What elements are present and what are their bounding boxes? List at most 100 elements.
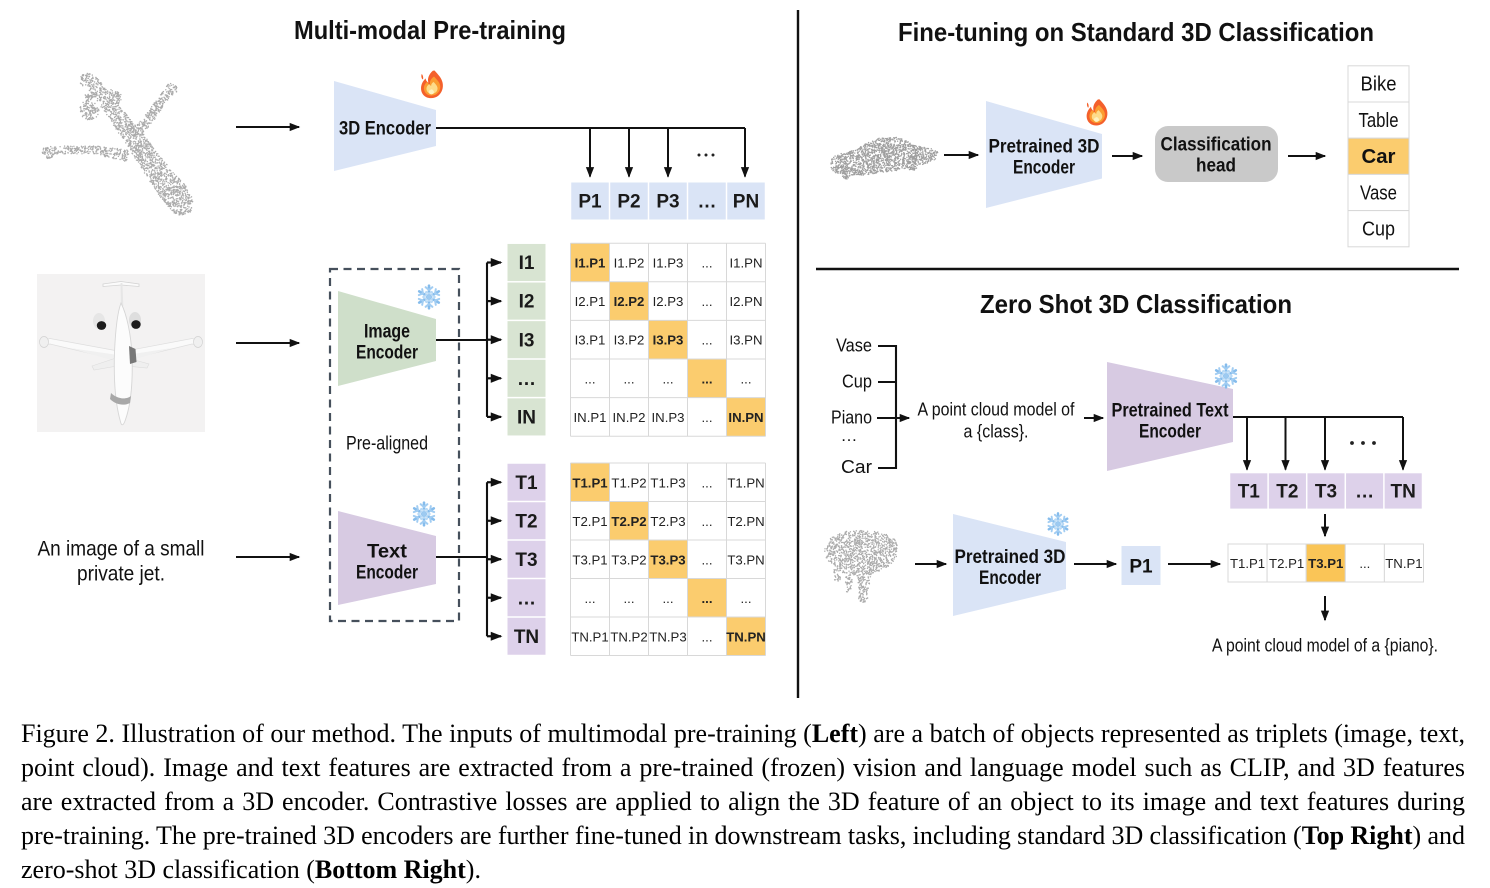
svg-text:I3: I3 (519, 330, 535, 351)
svg-text:...: ... (702, 410, 713, 425)
svg-text:Pretrained Text: Pretrained Text (1112, 400, 1229, 422)
svg-text:T3.PN: T3.PN (727, 552, 764, 567)
svg-text:T1.P1: T1.P1 (572, 475, 607, 490)
svg-text:...: ... (702, 371, 713, 386)
svg-text:...: ... (702, 256, 713, 271)
svg-text:TN.P1: TN.P1 (1385, 556, 1422, 571)
svg-text:...: ... (702, 514, 713, 529)
svg-text:T2.PN: T2.PN (727, 514, 764, 529)
svg-text:Multi-modal Pre-training: Multi-modal Pre-training (294, 15, 566, 45)
svg-text:TN: TN (514, 627, 539, 648)
svg-text:I2.P1: I2.P1 (575, 294, 606, 309)
svg-text:I2.P2: I2.P2 (614, 294, 645, 309)
svg-text:T3.P1: T3.P1 (1308, 556, 1343, 571)
svg-text:I3.P1: I3.P1 (575, 333, 606, 348)
svg-text:TN.PN: TN.PN (726, 629, 766, 644)
svg-text:I3.P2: I3.P2 (614, 333, 645, 348)
svg-text:...: ... (741, 371, 752, 386)
svg-text:Vase: Vase (836, 335, 872, 356)
svg-text:...: ... (1359, 556, 1370, 571)
svg-text:Cup: Cup (1362, 219, 1395, 241)
svg-text:…: … (517, 588, 536, 609)
svg-text:P1: P1 (1129, 557, 1153, 578)
svg-text:Fine-tuning on Standard 3D Cla: Fine-tuning on Standard 3D Classificatio… (898, 17, 1374, 47)
svg-text:head: head (1196, 155, 1236, 177)
svg-text:IN: IN (517, 408, 536, 429)
svg-text:...: ... (741, 591, 752, 606)
svg-text:Pretrained 3D: Pretrained 3D (955, 546, 1066, 568)
svg-text:a {class}.: a {class}. (964, 421, 1029, 442)
svg-text:T3: T3 (1315, 482, 1337, 503)
svg-text:P1: P1 (578, 192, 602, 213)
svg-text:TN.P2: TN.P2 (610, 629, 647, 644)
svg-text:…: … (841, 426, 858, 445)
svg-text:Car: Car (841, 456, 872, 477)
svg-text:…: … (517, 369, 536, 390)
svg-text:I2.P3: I2.P3 (653, 294, 684, 309)
svg-text:I1.P2: I1.P2 (614, 256, 645, 271)
svg-text:...: ... (585, 371, 596, 386)
svg-text:Encoder: Encoder (1013, 157, 1075, 179)
svg-text:T2.P1: T2.P1 (572, 514, 607, 529)
svg-text:...: ... (702, 294, 713, 309)
svg-text:T3.P1: T3.P1 (572, 552, 607, 567)
svg-text:I1.P3: I1.P3 (653, 256, 684, 271)
svg-text:IN.P2: IN.P2 (613, 410, 646, 425)
svg-text:P3: P3 (656, 192, 679, 213)
svg-text:Bike: Bike (1361, 74, 1397, 96)
svg-text:I2: I2 (519, 292, 535, 313)
svg-text:T1: T1 (515, 473, 538, 494)
svg-text:Encoder: Encoder (1139, 421, 1201, 443)
svg-text:...: ... (702, 591, 713, 606)
svg-text:IN.P3: IN.P3 (652, 410, 685, 425)
svg-text:Pretrained 3D: Pretrained 3D (989, 136, 1100, 158)
svg-text:IN.PN: IN.PN (728, 410, 763, 425)
svg-text:A point cloud model of: A point cloud model of (918, 399, 1076, 420)
svg-text:Vase: Vase (1360, 182, 1397, 204)
svg-text:...: ... (663, 371, 674, 386)
svg-text:Cup: Cup (842, 371, 872, 392)
svg-text:Car: Car (1362, 146, 1396, 168)
svg-text:T3: T3 (515, 550, 537, 571)
svg-text:...: ... (702, 475, 713, 490)
svg-text:A point cloud model of a {pian: A point cloud model of a {piano}. (1212, 635, 1438, 656)
svg-text:T2: T2 (1276, 482, 1298, 503)
svg-text:T2: T2 (515, 511, 537, 532)
svg-text:...: ... (624, 591, 635, 606)
svg-text:T3.P3: T3.P3 (650, 552, 685, 567)
svg-text:An image of a small: An image of a small (38, 538, 205, 561)
svg-text:Piano: Piano (831, 406, 872, 427)
svg-text:T2.P1: T2.P1 (1269, 556, 1304, 571)
svg-text:...: ... (702, 333, 713, 348)
svg-text:T1.P1: T1.P1 (1230, 556, 1265, 571)
svg-text:T1.P3: T1.P3 (650, 475, 685, 490)
svg-text:TN.P3: TN.P3 (649, 629, 686, 644)
svg-text:TN: TN (1391, 482, 1416, 503)
svg-text:TN.P1: TN.P1 (571, 629, 608, 644)
svg-text:I3.P3: I3.P3 (653, 333, 684, 348)
svg-text:IN.P1: IN.P1 (574, 410, 607, 425)
svg-text:P2: P2 (617, 192, 640, 213)
svg-text:Encoder: Encoder (356, 562, 418, 584)
svg-text:T3.P2: T3.P2 (611, 552, 646, 567)
svg-text:T2.P3: T2.P3 (650, 514, 685, 529)
svg-text:...: ... (702, 629, 713, 644)
svg-text:…: … (698, 192, 717, 213)
svg-text:T2.P2: T2.P2 (611, 514, 646, 529)
svg-text:I2.PN: I2.PN (730, 294, 763, 309)
svg-text:T1: T1 (1238, 482, 1261, 503)
svg-text:...: ... (624, 371, 635, 386)
svg-text:3D Encoder: 3D Encoder (339, 118, 431, 140)
svg-text:I1.P1: I1.P1 (575, 256, 606, 271)
svg-text:Pre-aligned: Pre-aligned (346, 433, 428, 455)
svg-text:…: … (1355, 482, 1374, 503)
svg-text:Zero Shot 3D Classification: Zero Shot 3D Classification (980, 289, 1292, 319)
svg-text:I1: I1 (519, 253, 535, 274)
svg-text:...: ... (663, 591, 674, 606)
svg-text:I3.PN: I3.PN (730, 333, 763, 348)
svg-text:private jet.: private jet. (77, 563, 165, 586)
svg-text:Table: Table (1359, 110, 1399, 132)
svg-text:...: ... (702, 552, 713, 567)
svg-text:Classification: Classification (1161, 134, 1272, 156)
svg-text:Encoder: Encoder (356, 342, 418, 364)
